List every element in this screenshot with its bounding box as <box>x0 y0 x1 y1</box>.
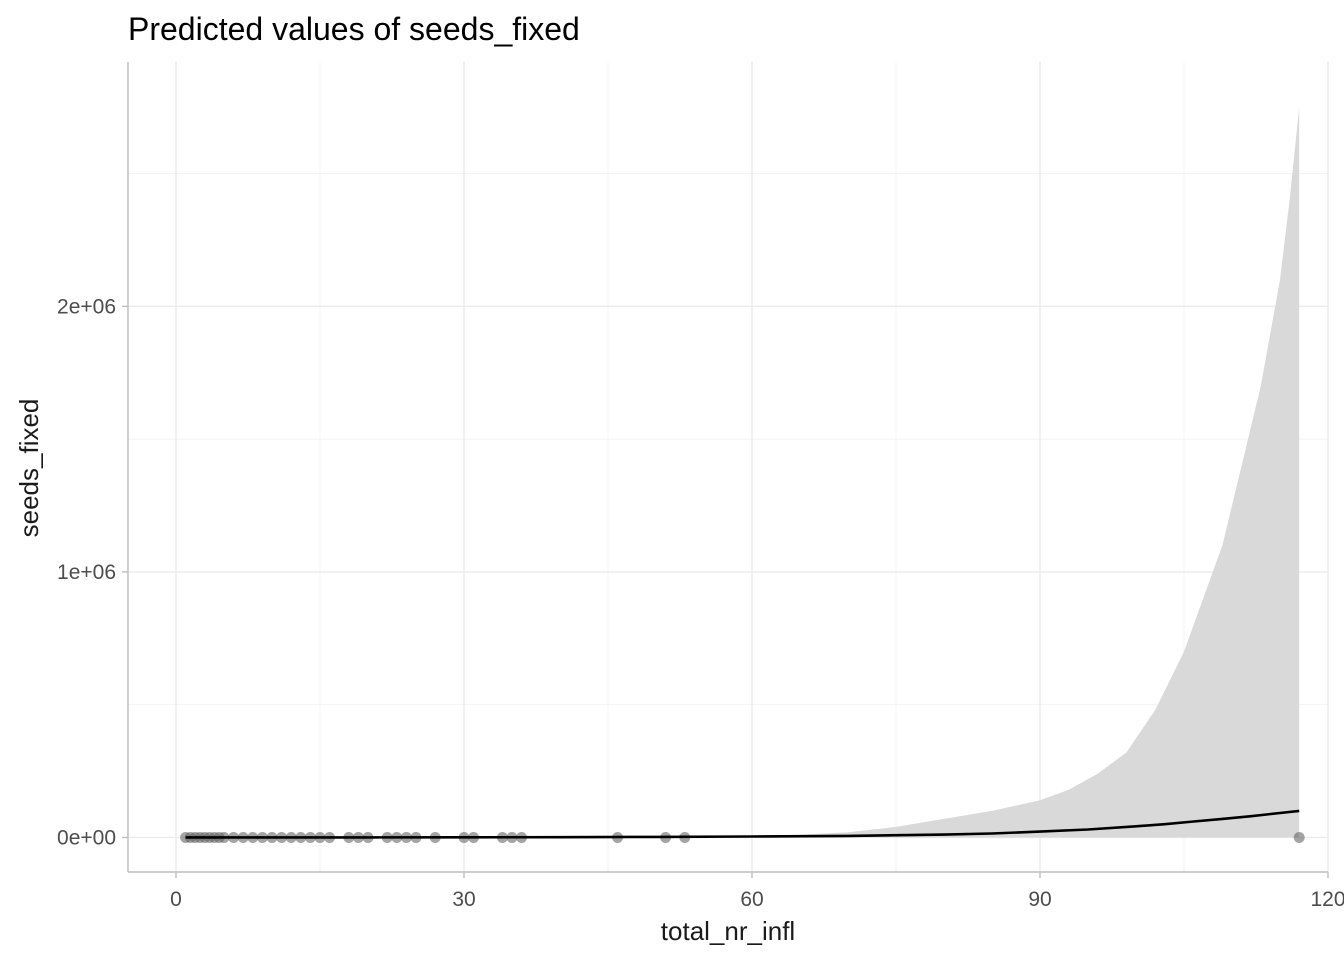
y-tick-label: 1e+06 <box>57 561 116 584</box>
chart-title: Predicted values of seeds_fixed <box>128 11 580 47</box>
x-tick-label: 90 <box>1028 888 1051 911</box>
x-tick-label: 30 <box>452 888 475 911</box>
y-tick-label: 0e+00 <box>57 826 116 849</box>
confidence-ribbon <box>752 107 1300 838</box>
x-tick-label: 0 <box>170 888 182 911</box>
y-tick-label: 2e+06 <box>57 295 116 318</box>
y-axis-ticks: 0e+00 1e+06 2e+06 <box>57 295 128 849</box>
x-tick-label: 60 <box>740 888 763 911</box>
y-axis-label: seeds_fixed <box>14 399 44 538</box>
data-point <box>1293 832 1305 843</box>
x-tick-label: 120 <box>1310 888 1344 911</box>
minor-gridlines <box>128 62 1328 872</box>
x-axis-label: total_nr_infl <box>661 916 795 946</box>
x-axis-ticks: 0 30 60 90 120 <box>170 872 1344 911</box>
prediction-line <box>185 809 1300 839</box>
